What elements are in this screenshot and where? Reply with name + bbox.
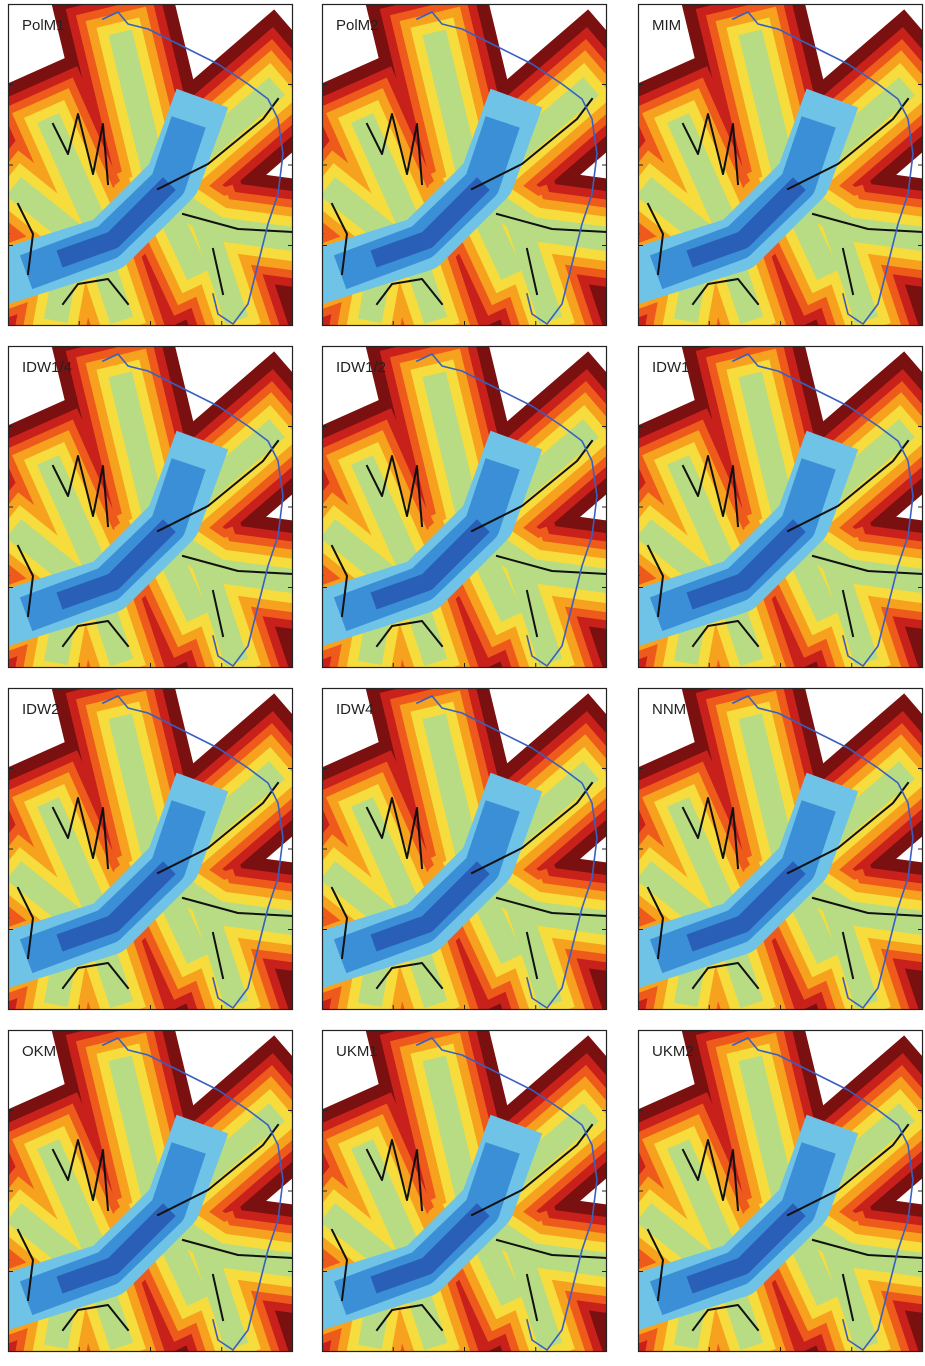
panel-label: IDW2 [22,701,60,718]
map-panel: UKM2 [638,1030,923,1352]
map-view [638,1030,923,1352]
map-view [8,346,293,668]
panel-label: NNM [652,701,686,718]
map-panel: OKM [8,1030,293,1352]
map-panel: PolM2 [322,4,607,326]
map-view [322,346,607,668]
map-view [638,688,923,1010]
map-view [638,4,923,326]
map-view [322,688,607,1010]
panel-label: IDW1/4 [22,359,72,376]
map-panel: IDW1 [638,346,923,668]
panel-label: UKM2 [652,1043,694,1060]
panel-label: UKM1 [336,1043,378,1060]
map-view [322,1030,607,1352]
map-panel: UKM1 [322,1030,607,1352]
map-view [638,346,923,668]
map-panel: IDW2 [8,688,293,1010]
map-panel: IDW1/2 [322,346,607,668]
map-view [8,4,293,326]
figure: PolM1 PolM2 MIM IDW1/4 IDW1/2 IDW1 IDW2 IDW4 NNM… [0,0,925,1366]
map-view [322,4,607,326]
panel-label: IDW4 [336,701,374,718]
panel-label: PolM1 [22,17,65,34]
panel-label: OKM [22,1043,56,1060]
map-panel: MIM [638,4,923,326]
map-view [8,1030,293,1352]
panel-label: PolM2 [336,17,379,34]
map-panel: PolM1 [8,4,293,326]
panel-label: IDW1 [652,359,690,376]
panel-label: MIM [652,17,681,34]
map-panel: IDW4 [322,688,607,1010]
map-panel: NNM [638,688,923,1010]
map-panel: IDW1/4 [8,346,293,668]
map-view [8,688,293,1010]
panel-label: IDW1/2 [336,359,386,376]
